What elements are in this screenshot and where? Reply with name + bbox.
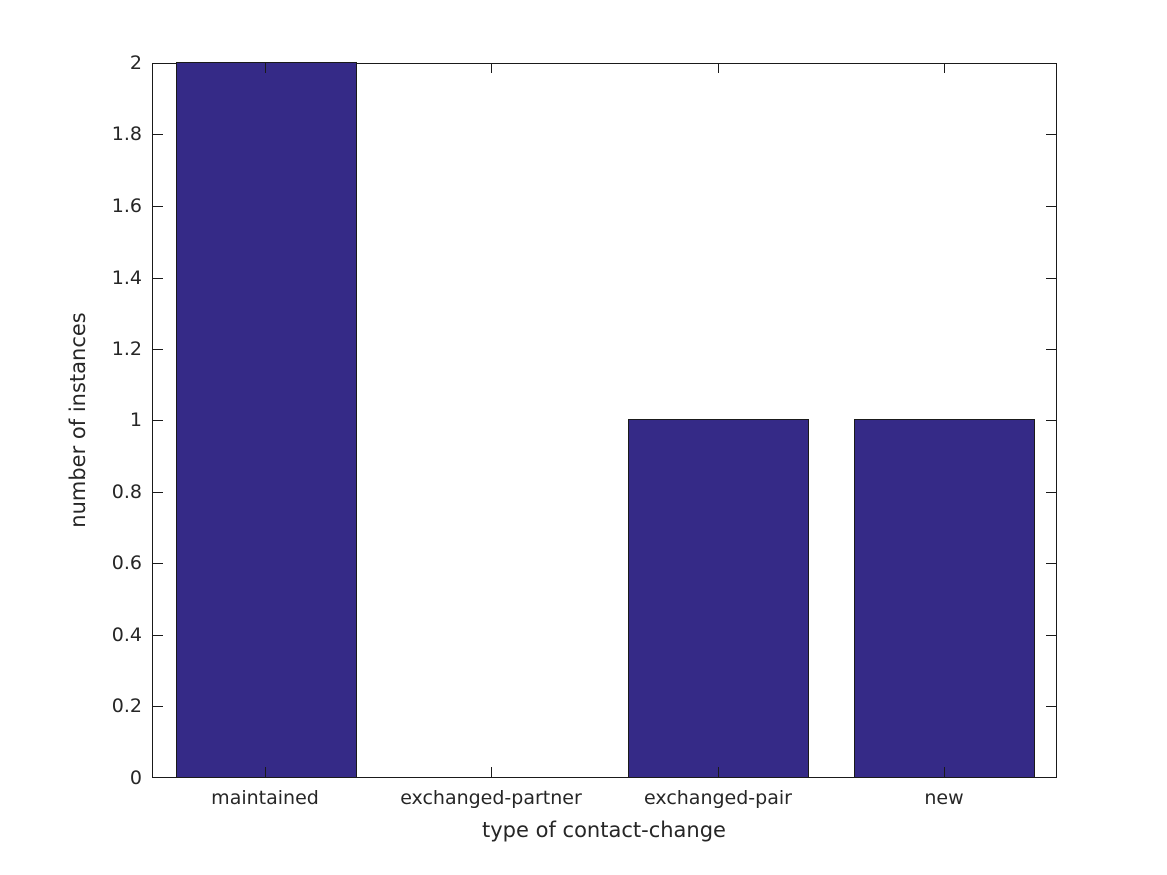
y-tick-right-1.4 [1046,278,1056,279]
plot-area [152,62,1057,778]
y-tick-right-1.8 [1046,134,1056,135]
y-axis-label: number of instances [66,312,90,528]
x-tick-label-maintained: maintained [211,787,319,809]
x-tick-top-maintained [265,63,266,73]
y-tick-right-1 [1046,420,1056,421]
x-tick-label-exchanged-partner: exchanged-partner [400,787,582,809]
y-tick-label-0.4: 0.4 [111,624,142,646]
x-tick-label-new: new [924,787,964,809]
y-tick-label-2: 2 [129,52,142,74]
bar-exchanged-pair [628,419,809,777]
y-tick-left-1.2 [153,349,163,350]
x-tick-top-new [944,63,945,73]
y-tick-left-1.6 [153,206,163,207]
y-tick-label-1.4: 1.4 [111,267,142,289]
x-tick-bottom-exchanged-pair [718,767,719,777]
y-tick-label-0: 0 [129,767,142,789]
x-axis-label: type of contact-change [482,818,726,842]
x-tick-top-exchanged-partner [491,63,492,73]
x-tick-bottom-new [944,767,945,777]
y-tick-label-1.6: 1.6 [111,195,142,217]
y-tick-label-1.8: 1.8 [111,123,142,145]
y-tick-right-2 [1046,63,1056,64]
y-tick-left-1.4 [153,278,163,279]
bar-new [854,419,1035,777]
x-tick-top-exchanged-pair [718,63,719,73]
y-tick-right-0.8 [1046,492,1056,493]
y-tick-right-0 [1046,777,1056,778]
y-tick-label-1.2: 1.2 [111,338,142,360]
y-tick-left-0.4 [153,635,163,636]
y-tick-right-1.2 [1046,349,1056,350]
y-tick-label-0.6: 0.6 [111,552,142,574]
y-tick-left-0.8 [153,492,163,493]
y-tick-label-1: 1 [129,409,142,431]
y-tick-left-1 [153,420,163,421]
y-tick-left-1.8 [153,134,163,135]
bar-maintained [176,62,357,777]
y-tick-label-0.8: 0.8 [111,481,142,503]
x-tick-label-exchanged-pair: exchanged-pair [644,787,792,809]
y-tick-label-0.2: 0.2 [111,695,142,717]
y-tick-left-0.6 [153,563,163,564]
y-tick-right-0.4 [1046,635,1056,636]
y-tick-right-0.6 [1046,563,1056,564]
y-tick-left-2 [153,63,163,64]
y-tick-right-0.2 [1046,706,1056,707]
y-tick-left-0 [153,777,163,778]
x-tick-bottom-exchanged-partner [491,767,492,777]
x-tick-bottom-maintained [265,767,266,777]
y-tick-right-1.6 [1046,206,1056,207]
y-tick-left-0.2 [153,706,163,707]
